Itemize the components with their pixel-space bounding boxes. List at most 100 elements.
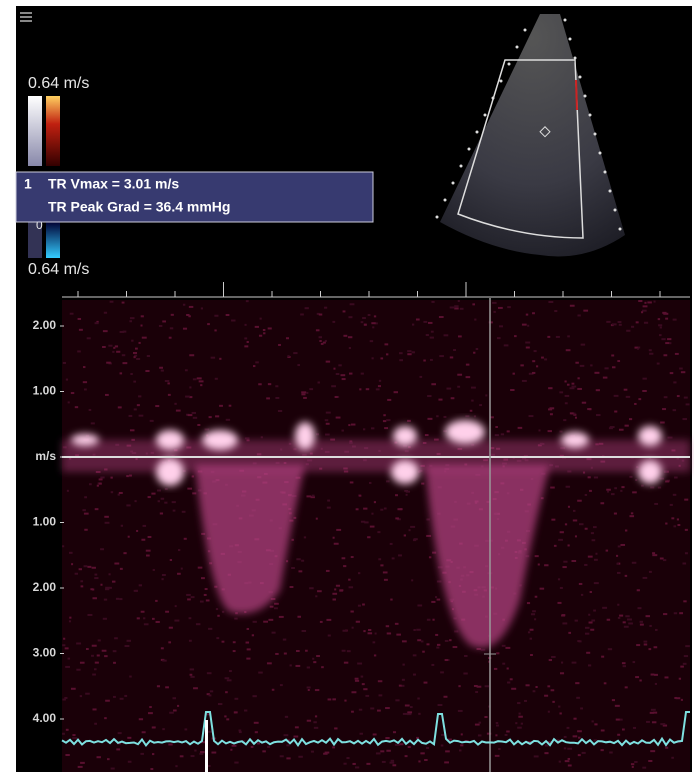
speckle-dot [260,318,262,320]
speckle-dot [153,569,155,571]
speckle-dot [121,525,123,527]
speckle-dot [673,319,677,321]
speckle-dot [348,424,350,426]
speckle-dot [165,611,169,613]
speckle-dot [532,360,535,362]
speckle-dot [341,430,343,432]
menu-icon [20,12,32,22]
speckle-dot [522,380,527,382]
speckle-dot [326,570,330,572]
speckle-dot [162,660,166,662]
axis-label: 2.00 [33,318,57,332]
speckle-dot [351,711,354,713]
speckle-dot [496,652,499,654]
speckle-dot [275,385,278,387]
speckle-dot [349,347,351,349]
speckle-dot [578,640,581,642]
speckle-dot [620,490,622,492]
speckle-dot [298,756,303,758]
speckle-dot [507,306,511,308]
speckle-dot [617,604,619,606]
speckle-dot [161,370,164,372]
speckle-dot [133,356,135,358]
speckle-dot [510,389,514,391]
speckle-dot [205,428,210,430]
speckle-dot [424,759,428,761]
speckle-dot [164,502,167,504]
speckle-dot [444,761,449,763]
speckle-dot [65,754,69,756]
speckle-dot [326,412,331,414]
speckle-dot [253,365,255,367]
speckle-dot [84,388,87,390]
speckle-dot [510,678,513,680]
speckle-dot [278,410,282,412]
speckle-dot [665,480,669,482]
speckle-dot [601,656,604,658]
speckle-dot [588,614,590,616]
speckle-dot [139,718,143,720]
speckle-dot [626,330,630,332]
speckle-dot [311,751,314,753]
speckle-dot [430,359,433,361]
speckle-dot [294,517,297,519]
speckle-dot [575,535,577,537]
speckle-dot [374,654,376,656]
speckle-dot [210,690,213,692]
speckle-dot [150,768,153,770]
speckle-dot [313,661,316,663]
speckle-dot [402,679,405,681]
speckle-dot [85,693,90,695]
speckle-dot [684,499,688,501]
speckle-dot [408,746,411,748]
speckle-dot [634,761,637,763]
speckle-dot [175,765,177,767]
speckle-dot [457,386,460,388]
speckle-dot [683,600,686,602]
speckle-dot [124,695,127,697]
speckle-dot [181,568,183,570]
speckle-dot [360,733,363,735]
speckle-dot [216,637,219,639]
speckle-dot [335,396,338,398]
speckle-dot [404,534,406,536]
speckle-dot [127,640,131,642]
speckle-dot [440,671,444,673]
speckle-dot [655,629,658,631]
speckle-dot [343,763,346,765]
speckle-dot [396,634,401,636]
speckle-dot [303,397,307,399]
speckle-dot [470,410,473,412]
speckle-dot [673,381,676,383]
speckle-dot [586,652,590,654]
speckle-dot [380,564,383,566]
speckle-dot [156,621,160,623]
speckle-dot [366,388,369,390]
speckle-dot [189,386,191,388]
speckle-dot [568,506,570,508]
speckle-dot [141,539,145,541]
speckle-dot [524,700,527,702]
speckle-dot [673,494,676,496]
speckle-dot [71,392,74,394]
speckle-dot [643,641,647,643]
speckle-dot [231,320,235,322]
speckle-dot [436,647,439,649]
speckle-dot [247,341,249,343]
speckle-dot [234,618,237,620]
speckle-dot [679,678,681,680]
speckle-dot [635,479,637,481]
speckle-dot [567,748,572,750]
speckle-dot [444,334,449,336]
speckle-dot [141,315,144,317]
speckle-dot [131,340,133,342]
speckle-dot [373,641,376,643]
speckle-dot [565,523,567,525]
speckle-dot [316,655,320,657]
speckle-dot [171,314,174,316]
speckle-dot [189,640,192,642]
speckle-dot [176,410,181,412]
speckle-dot [519,713,521,715]
speckle-dot [319,336,322,338]
speckle-dot [514,335,517,337]
